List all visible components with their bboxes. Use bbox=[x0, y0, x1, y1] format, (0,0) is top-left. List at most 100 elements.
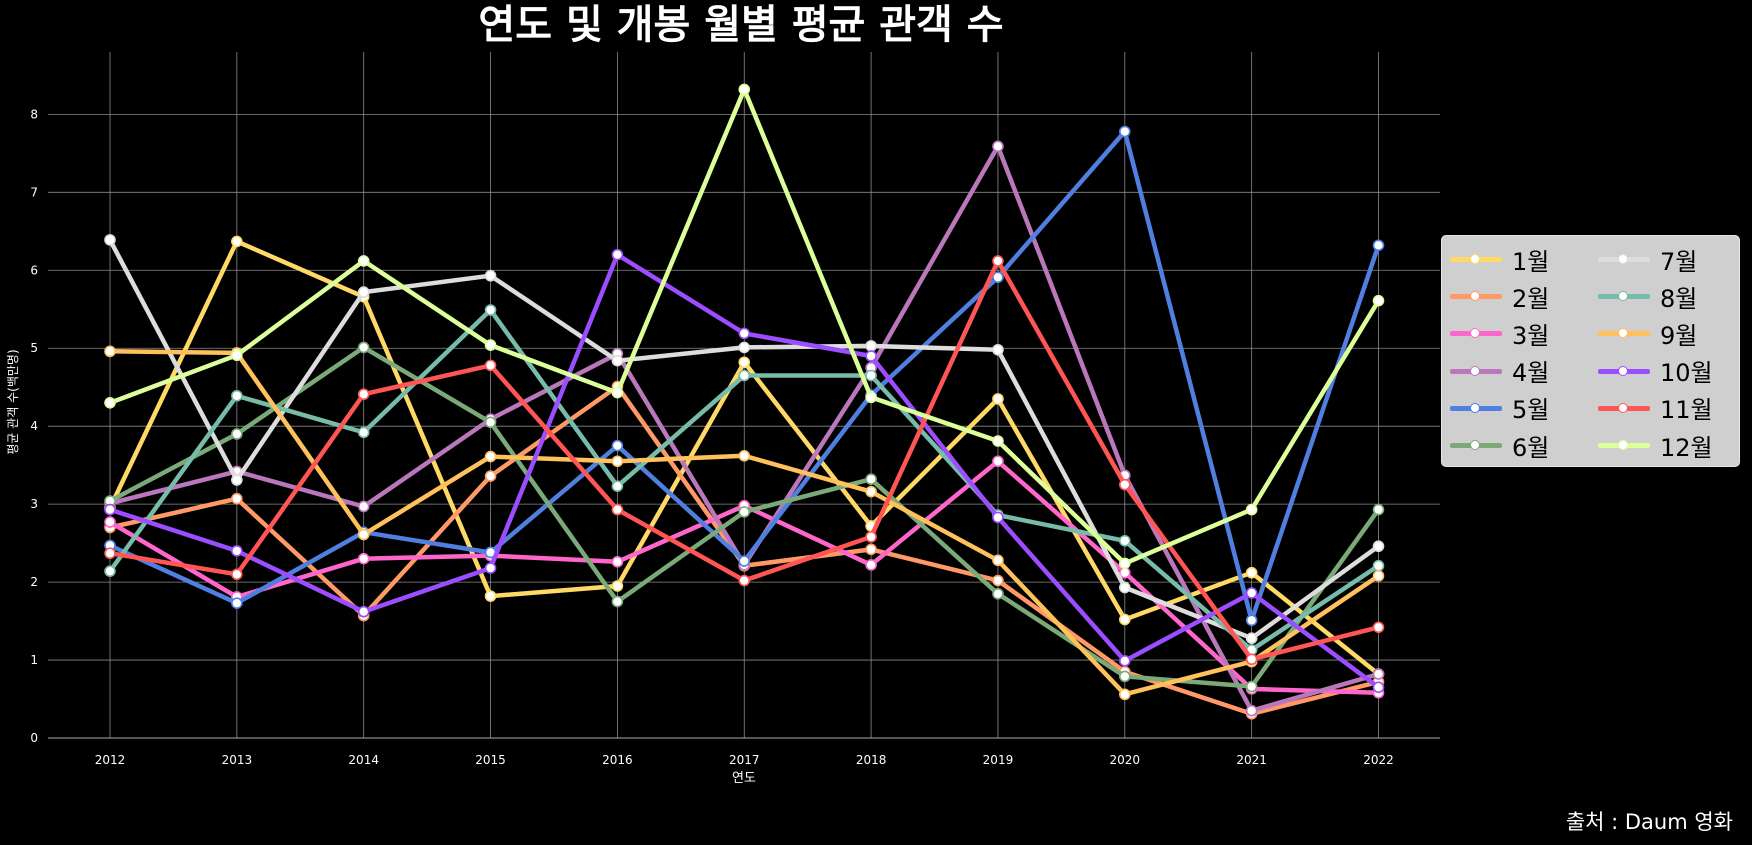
data-point bbox=[104, 516, 116, 528]
x-tick-label: 2013 bbox=[222, 753, 253, 767]
data-point bbox=[1119, 688, 1131, 701]
data-point bbox=[231, 597, 243, 609]
legend-label: 10월 bbox=[1660, 359, 1713, 388]
data-point bbox=[104, 345, 116, 358]
data-point bbox=[1372, 540, 1385, 553]
x-tick-label: 2021 bbox=[1236, 753, 1267, 767]
legend-item: 12월 bbox=[1596, 428, 1713, 462]
x-tick-label: 2022 bbox=[1363, 753, 1394, 767]
legend-item: 1월 bbox=[1448, 242, 1549, 276]
data-point bbox=[1119, 125, 1131, 138]
legend-swatch bbox=[1448, 354, 1504, 388]
legend-item: 2월 bbox=[1448, 279, 1549, 313]
data-point bbox=[484, 450, 497, 463]
data-point bbox=[992, 587, 1004, 600]
series-10 bbox=[104, 248, 1385, 694]
data-point bbox=[611, 480, 624, 493]
data-point bbox=[611, 354, 624, 367]
x-tick-label: 2015 bbox=[475, 753, 506, 767]
legend-swatch bbox=[1448, 391, 1504, 425]
data-point bbox=[865, 543, 877, 556]
data-point bbox=[738, 341, 751, 354]
y-tick-label: 8 bbox=[30, 107, 38, 121]
data-point bbox=[484, 359, 497, 372]
y-tick-label: 5 bbox=[30, 341, 38, 355]
data-point bbox=[1372, 681, 1385, 694]
data-point bbox=[231, 349, 243, 362]
y-tick-label: 1 bbox=[30, 653, 38, 667]
data-point bbox=[231, 235, 243, 248]
y-tick-label: 6 bbox=[30, 263, 38, 277]
data-point bbox=[484, 590, 497, 602]
x-tick-label: 2012 bbox=[95, 753, 126, 767]
data-point bbox=[1372, 559, 1385, 572]
data-point bbox=[611, 595, 624, 608]
data-point bbox=[484, 339, 497, 351]
chart-title: 연도 및 개봉 월별 평균 관객 수 bbox=[478, 2, 1003, 48]
data-point bbox=[865, 485, 877, 498]
data-point bbox=[484, 304, 497, 316]
data-point bbox=[992, 554, 1004, 567]
x-tick-label: 2020 bbox=[1110, 753, 1141, 767]
x-tick-label: 2014 bbox=[348, 753, 379, 767]
legend-label: 6월 bbox=[1512, 433, 1550, 462]
data-point bbox=[231, 492, 243, 505]
legend-label: 11월 bbox=[1660, 396, 1713, 425]
x-tick-label: 2016 bbox=[602, 753, 633, 767]
data-point bbox=[992, 435, 1004, 447]
legend-label: 9월 bbox=[1660, 321, 1698, 350]
data-point bbox=[1372, 294, 1385, 307]
data-point bbox=[231, 428, 243, 440]
legend-swatch bbox=[1596, 391, 1652, 425]
data-point bbox=[738, 356, 751, 369]
data-point bbox=[104, 565, 116, 577]
y-tick-label: 0 bbox=[30, 731, 38, 745]
data-point bbox=[1245, 704, 1258, 717]
data-point bbox=[357, 605, 370, 618]
source-note: 출처 : Daum 영화 bbox=[1565, 810, 1733, 834]
data-point bbox=[738, 83, 751, 96]
data-point bbox=[357, 500, 370, 513]
legend-item: 8월 bbox=[1596, 279, 1697, 313]
data-point bbox=[865, 391, 877, 404]
data-point bbox=[1245, 632, 1258, 645]
legend-swatch bbox=[1596, 316, 1652, 350]
legend-label: 12월 bbox=[1660, 433, 1713, 462]
series-6 bbox=[104, 341, 1385, 693]
data-point bbox=[611, 386, 624, 399]
legend-item: 7월 bbox=[1596, 242, 1697, 276]
data-point bbox=[1245, 566, 1258, 579]
data-point bbox=[1119, 613, 1131, 626]
data-point bbox=[738, 369, 751, 382]
data-point bbox=[738, 327, 751, 340]
legend-label: 8월 bbox=[1660, 284, 1698, 313]
data-point bbox=[611, 248, 624, 261]
data-point bbox=[865, 473, 877, 485]
data-point bbox=[1119, 478, 1131, 491]
legend-swatch bbox=[1448, 428, 1504, 462]
legend: 1월 2월 3월 4월 5월 6월 7월 8월 9월 10월 11월 12월 bbox=[1441, 235, 1740, 467]
data-point bbox=[1245, 614, 1258, 627]
data-point bbox=[1245, 653, 1258, 666]
legend-item: 6월 bbox=[1448, 428, 1549, 462]
legend-swatch bbox=[1448, 242, 1504, 276]
x-tick-label: 2019 bbox=[983, 753, 1014, 767]
legend-label: 3월 bbox=[1512, 321, 1550, 350]
x-tick-label: 2018 bbox=[856, 753, 887, 767]
data-point bbox=[104, 234, 116, 246]
data-point bbox=[738, 450, 751, 462]
legend-swatch bbox=[1596, 428, 1652, 462]
data-point bbox=[992, 271, 1004, 284]
data-point bbox=[1245, 503, 1258, 516]
legend-item: 3월 bbox=[1448, 316, 1549, 350]
data-point bbox=[1372, 668, 1385, 680]
data-point bbox=[104, 547, 116, 560]
data-point bbox=[1372, 503, 1385, 516]
legend-label: 4월 bbox=[1512, 359, 1550, 388]
x-tick-label: 2017 bbox=[729, 753, 760, 767]
data-point bbox=[357, 552, 370, 565]
data-point bbox=[865, 369, 877, 382]
legend-item: 5월 bbox=[1448, 391, 1549, 425]
